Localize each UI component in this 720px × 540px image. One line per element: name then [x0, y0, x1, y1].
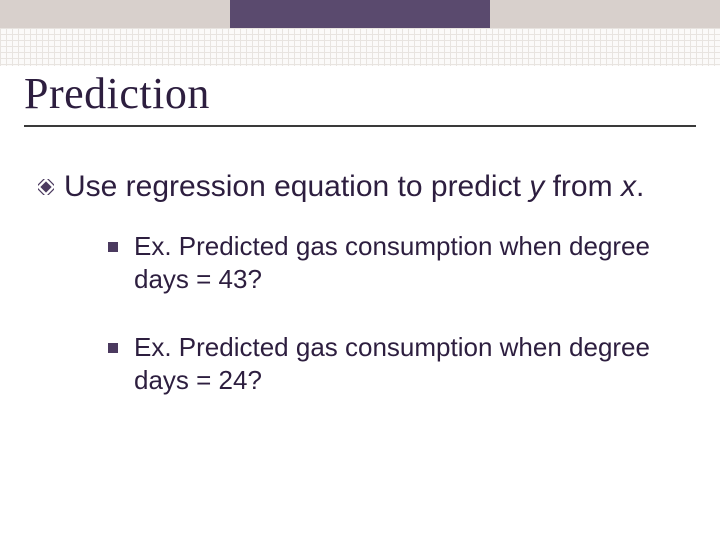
sub-bullet-2-text: Ex. Predicted gas consumption when degre…	[134, 331, 696, 396]
square-bullet-icon	[108, 343, 118, 353]
sub-bullet-1-text: Ex. Predicted gas consumption when degre…	[134, 230, 696, 295]
bullet-level2-item-1: Ex. Predicted gas consumption when degre…	[108, 230, 696, 295]
grid-pattern-band	[0, 28, 720, 66]
slide-title: Prediction	[24, 68, 696, 127]
bullet-level2-item-2: Ex. Predicted gas consumption when degre…	[108, 331, 696, 396]
top-accent-block	[230, 0, 490, 28]
slide-body: Prediction Use regression equation to pr…	[24, 68, 696, 516]
square-bullet-icon	[108, 242, 118, 252]
bullet-level1: Use regression equation to predict y fro…	[38, 167, 696, 206]
bullet1-mid: from	[544, 170, 621, 203]
bullet1-suffix: .	[636, 170, 644, 203]
bullet1-var-y: y	[529, 170, 544, 203]
diamond-bullet-icon	[38, 179, 54, 195]
bullet-level1-text: Use regression equation to predict y fro…	[64, 167, 696, 206]
bullet1-prefix: Use regression equation to predict	[64, 170, 529, 203]
bullet1-var-x: x	[621, 170, 636, 203]
